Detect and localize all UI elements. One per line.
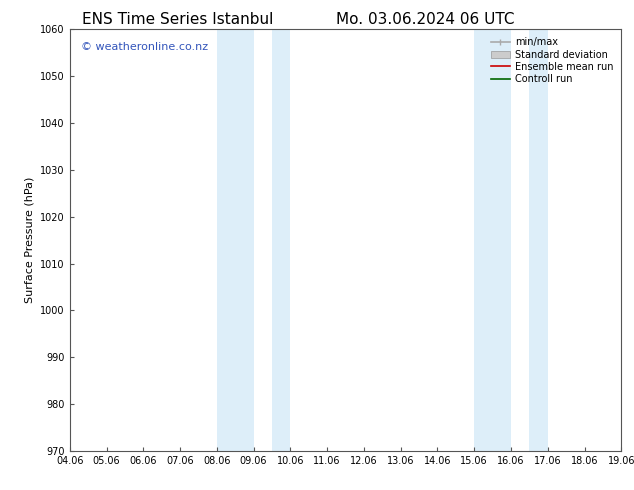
Bar: [217, 29, 254, 451]
Y-axis label: Surface Pressure (hPa): Surface Pressure (hPa): [25, 177, 35, 303]
Bar: [529, 29, 548, 451]
Legend: min/max, Standard deviation, Ensemble mean run, Controll run: min/max, Standard deviation, Ensemble me…: [488, 34, 616, 87]
Bar: [272, 29, 290, 451]
Text: © weatheronline.co.nz: © weatheronline.co.nz: [81, 42, 208, 52]
Text: Mo. 03.06.2024 06 UTC: Mo. 03.06.2024 06 UTC: [335, 12, 514, 27]
Bar: [474, 29, 511, 451]
Text: ENS Time Series Istanbul: ENS Time Series Istanbul: [82, 12, 273, 27]
